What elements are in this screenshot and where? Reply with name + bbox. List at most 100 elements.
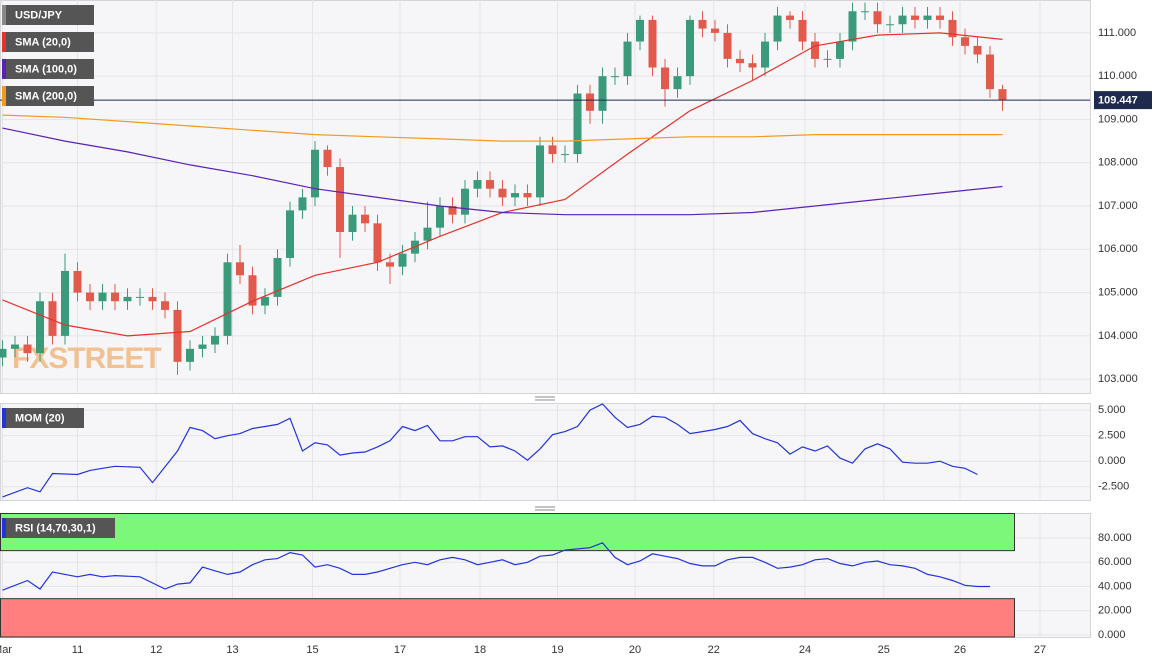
x-tick-label: 13 <box>226 644 238 656</box>
last-price-label: 109.447 <box>1098 95 1138 107</box>
candle-body <box>61 270 69 336</box>
candle-body <box>586 93 594 111</box>
overbought-zone <box>0 513 1015 552</box>
candle-body <box>36 301 44 354</box>
candle-body <box>523 193 532 198</box>
candle-body <box>423 227 432 241</box>
candle-body <box>348 214 357 232</box>
candle-body <box>748 63 757 68</box>
candle-body <box>836 41 844 59</box>
y-tick-label: 103.000 <box>1098 373 1138 385</box>
x-tick-label: 18 <box>474 644 486 656</box>
legend-box <box>2 408 84 428</box>
legend-swatch <box>2 59 6 79</box>
candle-body <box>486 180 494 189</box>
legend-box <box>2 5 94 25</box>
y-tick-label: 111.000 <box>1098 27 1136 39</box>
x-tick-label: 24 <box>799 644 811 656</box>
candle-body <box>398 253 407 267</box>
y-tick-label: 106.000 <box>1098 243 1138 255</box>
y-tick-label: 0.000 <box>1098 455 1126 467</box>
candle-body <box>548 145 557 155</box>
x-tick-label: 27 <box>1034 644 1046 656</box>
candle-body <box>461 188 469 215</box>
candle-body <box>923 15 932 20</box>
panel <box>0 403 1091 501</box>
candle-body <box>711 28 719 33</box>
legend-box <box>2 32 94 52</box>
candle-body <box>786 15 794 20</box>
legend-box <box>2 518 115 538</box>
candle-body <box>286 210 294 258</box>
legend-label: MOM (20) <box>15 412 65 424</box>
candle-body <box>936 15 944 20</box>
candle-body <box>161 301 169 310</box>
candle-body <box>211 335 219 345</box>
line-series <box>2 127 1003 216</box>
line-series <box>2 542 990 591</box>
legend-swatch <box>2 86 6 106</box>
candle-body <box>648 19 657 68</box>
candle-body <box>698 19 707 29</box>
line-series <box>2 403 978 498</box>
candle-body <box>11 344 19 349</box>
y-tick-label: 107.000 <box>1098 200 1138 212</box>
legend-label: SMA (100,0) <box>15 63 77 75</box>
candle-body <box>623 41 632 77</box>
candle-body <box>498 188 507 198</box>
y-tick-label: 40.000 <box>1098 580 1132 592</box>
y-tick-label: 0.000 <box>1098 629 1126 641</box>
candle-body <box>773 15 782 42</box>
line-series <box>2 114 1003 142</box>
candle-body <box>536 145 544 198</box>
candle-body <box>473 180 482 189</box>
candle-body <box>223 262 232 336</box>
candle-body <box>273 257 282 297</box>
candle-body <box>23 344 32 354</box>
y-tick-label: 5.000 <box>1098 404 1126 416</box>
legend-swatch <box>2 32 6 52</box>
candle-body <box>761 41 769 68</box>
candle-body <box>661 67 669 90</box>
x-tick-label: Mar <box>0 644 12 656</box>
y-tick-label: -2.500 <box>1098 481 1129 493</box>
candle-body <box>948 19 957 38</box>
candle-body <box>386 262 394 267</box>
y-tick-label: 105.000 <box>1098 286 1138 298</box>
candle-body <box>323 149 332 168</box>
oversold-zone <box>0 598 1015 638</box>
panel <box>0 0 1091 394</box>
y-tick-label: 110.000 <box>1098 70 1137 82</box>
candle-body <box>961 37 969 46</box>
legend-swatch <box>2 518 6 538</box>
candle-body <box>98 292 107 302</box>
x-tick-label: 26 <box>954 644 966 656</box>
x-tick-label: 20 <box>629 644 641 656</box>
y-tick-label: 60.000 <box>1098 556 1132 568</box>
candle-body <box>998 89 1007 100</box>
legend-label: SMA (20,0) <box>15 36 71 48</box>
candle-body <box>148 296 157 302</box>
candle-body <box>136 296 144 298</box>
candle-body <box>873 11 882 25</box>
candle-body <box>848 11 857 42</box>
candle-body <box>361 214 369 224</box>
candle-body <box>811 41 819 59</box>
candle-body <box>73 270 82 293</box>
candle-body <box>186 348 194 362</box>
legend-box <box>2 86 94 106</box>
candle-body <box>986 54 994 90</box>
last-price-box <box>1094 91 1152 110</box>
legend-label: RSI (14,70,30,1) <box>15 522 96 534</box>
legend-swatch <box>2 5 6 25</box>
candle-body <box>236 262 244 276</box>
candle-body <box>911 15 919 20</box>
candle-body <box>373 223 382 263</box>
candle-body <box>686 19 694 77</box>
y-tick-label: 108.000 <box>1098 157 1138 169</box>
legend-label: USD/JPY <box>15 9 63 21</box>
y-tick-label: 80.000 <box>1098 532 1132 544</box>
candle-body <box>886 24 894 26</box>
candle-body <box>86 292 94 302</box>
candle-body <box>173 309 182 362</box>
